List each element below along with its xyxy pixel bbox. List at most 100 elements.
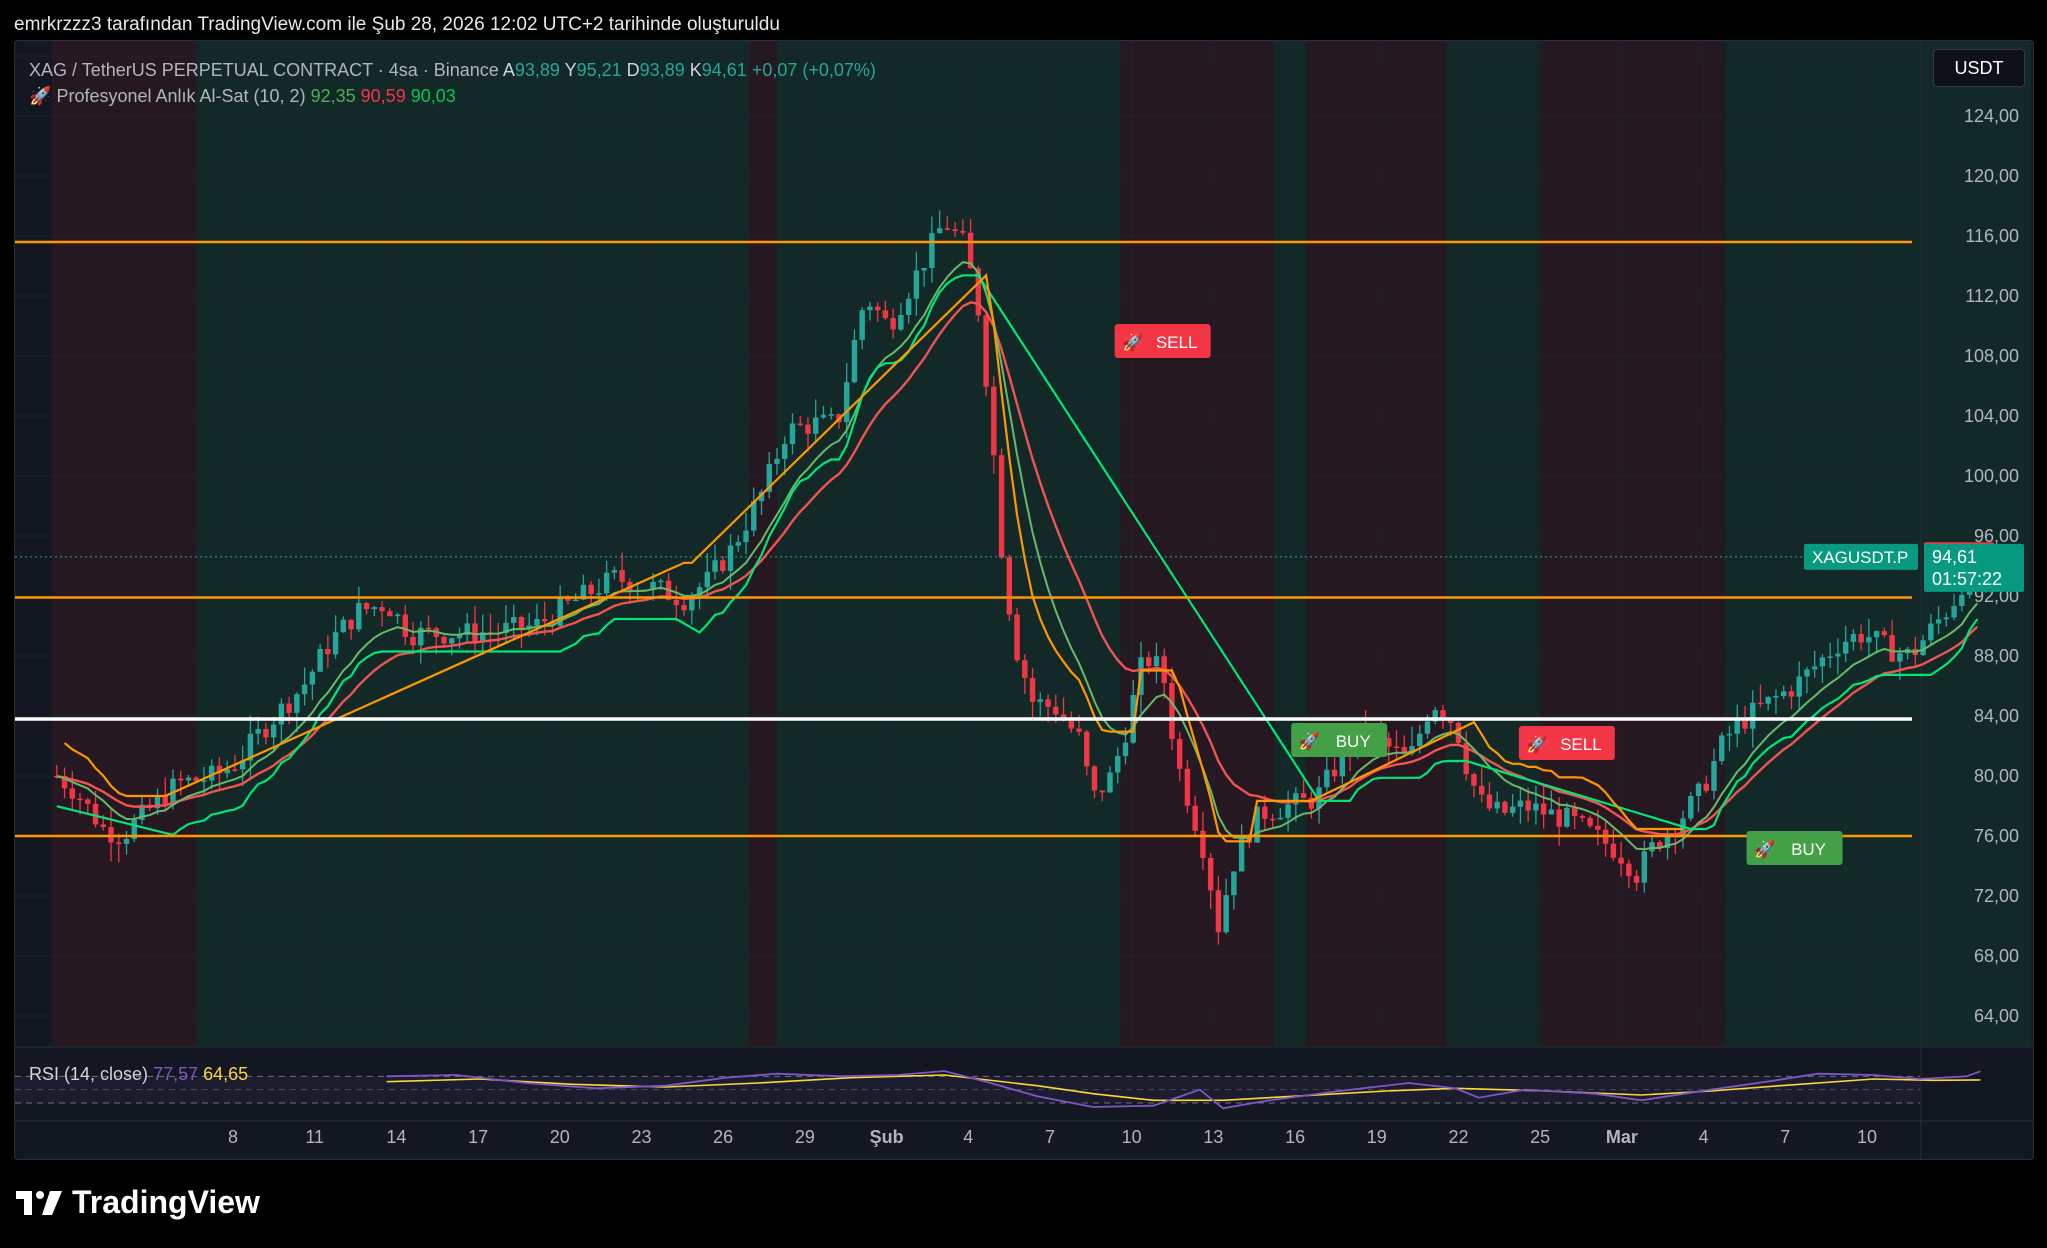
candle-body: [1564, 807, 1570, 827]
candle-body: [735, 542, 741, 546]
candle-body: [1192, 805, 1198, 831]
ohlc-low-label: D: [626, 60, 640, 80]
candle-body: [1633, 876, 1640, 883]
candle-body: [1850, 634, 1857, 642]
ohlc-close-label: K: [689, 60, 702, 80]
ohlc-close-value: 94,61: [701, 60, 747, 80]
last-price-text: 94,61: [1932, 547, 1977, 567]
ohlc-high-value: 95,21: [576, 60, 622, 80]
indicator-name[interactable]: Profesyonel Anlık Al-Sat (10, 2): [56, 86, 306, 106]
candle-body: [1595, 825, 1601, 830]
x-tick-label: 7: [1780, 1127, 1790, 1147]
trailing-stop-up: [56, 274, 1979, 837]
candle-body: [317, 648, 323, 672]
candle-body: [510, 617, 517, 623]
candle-body: [1858, 634, 1864, 643]
candle-body: [363, 603, 370, 610]
y-tick-label: 100,00: [1964, 466, 2019, 486]
legend-indicator-row: 🚀 Profesyonel Anlık Al-Sat (10, 2) 92,35…: [29, 83, 876, 109]
candle-body: [1068, 719, 1074, 729]
candle-body: [77, 798, 83, 801]
candle-body: [178, 778, 184, 781]
trailing-stop-down: [63, 273, 1683, 843]
y-tick-label: 120,00: [1964, 166, 2019, 186]
candle-body: [162, 795, 168, 806]
candle-body: [588, 584, 594, 594]
candle-body: [782, 444, 788, 459]
candle-body: [1184, 768, 1191, 806]
x-tick-label: 7: [1045, 1127, 1055, 1147]
x-tick-label: 19: [1367, 1127, 1387, 1147]
rocket-icon: 🚀: [1122, 332, 1143, 352]
candle-body: [704, 571, 711, 588]
candle-body: [387, 611, 393, 617]
candle-body: [1463, 742, 1469, 775]
candle-body: [534, 618, 540, 626]
candle-body: [1540, 803, 1547, 815]
candle-body: [154, 795, 161, 809]
signal-buy-label: 🚀 BUY: [1746, 831, 1843, 865]
candle-body: [1796, 676, 1802, 697]
x-tick-label: 17: [468, 1127, 488, 1147]
signal-sell-label: 🚀 SELL: [1518, 726, 1615, 760]
candle-body: [565, 598, 571, 601]
candle-body: [418, 627, 424, 646]
y-tick-label: 84,00: [1974, 706, 2019, 726]
candle-body: [805, 424, 811, 434]
candle-body: [1742, 720, 1748, 729]
rsi-name[interactable]: RSI (14, close): [29, 1064, 149, 1084]
candle-body: [874, 306, 881, 311]
y-tick-label: 68,00: [1974, 946, 2019, 966]
symbol-title[interactable]: XAG / TetherUS PERPETUAL CONTRACT · 4sa …: [29, 60, 499, 80]
candle-body: [1711, 761, 1717, 791]
candle-body: [882, 310, 889, 319]
ohlc-open-label: A: [502, 60, 515, 80]
candle-body: [301, 684, 308, 695]
zone-red: [1120, 41, 1275, 1046]
candle-body: [216, 765, 223, 774]
signal-buy-label: 🚀 BUY: [1291, 723, 1388, 757]
candle-body: [270, 724, 277, 738]
candle-body: [611, 570, 618, 573]
signal-sell-label: 🚀 SELL: [1114, 324, 1211, 358]
y-tick-label: 88,00: [1974, 646, 2019, 666]
rocket-icon: 🚀: [1754, 839, 1775, 859]
candle-body: [1122, 742, 1129, 757]
candle-body: [603, 572, 610, 594]
rsi-value: 77,57: [153, 1064, 199, 1084]
chart-frame[interactable]: 64,00 68,00 72,00 76,00 80,00 84,00 88,00 92,00…: [14, 40, 2034, 1160]
candle-body: [1842, 641, 1849, 654]
x-tick-label: 8: [228, 1127, 238, 1147]
candle-body: [1386, 738, 1392, 747]
candle-body: [557, 598, 563, 626]
candle-body: [1440, 710, 1446, 720]
candle-body: [1339, 749, 1346, 777]
candle-body: [1618, 857, 1624, 864]
symbol-price-tag: XAGUSDT.P: [1804, 543, 1918, 570]
signal-box: [1518, 726, 1615, 760]
candle-body: [890, 318, 896, 330]
candle-body: [1928, 623, 1934, 641]
zone-red: [1539, 41, 1725, 1046]
candle-body: [1115, 756, 1121, 773]
candle-body: [1238, 837, 1245, 872]
indicator-value-3: 90,03: [410, 86, 456, 106]
x-tick-label: 4: [1699, 1127, 1709, 1147]
chart-canvas[interactable]: 64,0068,0072,0076,0080,0084,0088,0092,00…: [15, 41, 2033, 1159]
candle-body: [1688, 796, 1694, 819]
candle-body: [1053, 706, 1059, 715]
page-caption: emrkrzzz3 tarafından TradingView.com ile…: [14, 14, 780, 35]
candle-body: [1587, 817, 1593, 826]
candle-body: [526, 625, 532, 630]
candle-body: [131, 819, 137, 839]
candle-body: [1626, 863, 1632, 877]
candle-body: [255, 729, 261, 734]
x-tick-label: 16: [1285, 1127, 1305, 1147]
candle-body: [278, 703, 285, 725]
candle-body: [1060, 714, 1067, 720]
candle-body: [1951, 606, 1957, 618]
currency-button[interactable]: USDT: [1933, 49, 2025, 87]
candle-body: [1502, 801, 1508, 813]
candle-body: [1145, 657, 1152, 667]
candle-body: [1726, 733, 1733, 736]
